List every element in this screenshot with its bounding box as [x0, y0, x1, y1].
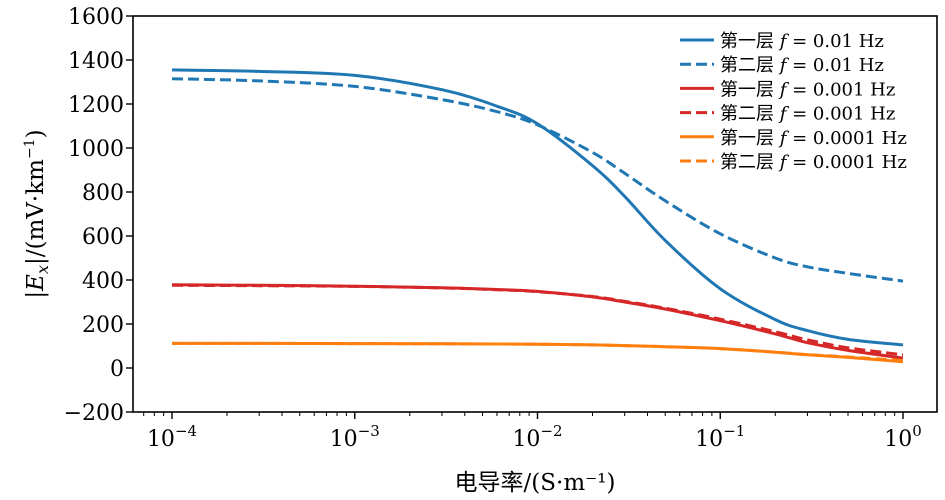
plot-frame	[132, 15, 938, 413]
series-line-5	[171, 341, 904, 364]
y-tick-label: 200	[82, 313, 124, 338]
legend-label: 第二层 f = 0.01 Hz	[720, 55, 884, 76]
y-tick-label: 600	[82, 225, 124, 250]
y-axis-ticks: −200 0 200 400 600 800 1000 1200 1400 1600	[64, 5, 133, 426]
x-axis-ticks: 10−4 10−3 10−2 10−1 100	[143, 412, 922, 452]
series-line-6	[171, 341, 904, 362]
legend: 第一层 f = 0.01 Hz 第二层 f = 0.01 Hz 第一层 f = 0.…	[680, 31, 907, 173]
x-axis-title: 电导率/(S·m⁻¹)	[455, 470, 616, 496]
series-line-3	[171, 283, 904, 360]
y-tick-label: 1000	[68, 137, 124, 162]
x-tick-label: 100	[884, 422, 922, 452]
y-tick-label: 1600	[68, 5, 124, 30]
legend-label: 第一层 f = 0.0001 Hz	[720, 128, 907, 149]
series-line-1	[171, 68, 904, 347]
y-axis-title: |Ex|/(mV·km−1)	[22, 129, 52, 298]
x-tick-label: 10−4	[147, 422, 197, 452]
legend-label: 第一层 f = 0.001 Hz	[720, 79, 895, 100]
x-tick-label: 10−2	[512, 422, 562, 452]
y-tick-label: −200	[64, 401, 124, 426]
series-lines	[171, 68, 904, 364]
y-tick-label: 1400	[68, 49, 124, 74]
y-tick-label: 1200	[68, 93, 124, 118]
series-line-2	[171, 77, 904, 283]
legend-label: 第二层 f = 0.001 Hz	[720, 104, 895, 125]
x-tick-label: 10−1	[695, 422, 745, 452]
legend-label: 第一层 f = 0.01 Hz	[720, 31, 884, 52]
legend-label: 第二层 f = 0.0001 Hz	[720, 152, 907, 173]
y-tick-label: 800	[82, 181, 124, 206]
x-tick-label: 10−3	[330, 422, 380, 452]
y-tick-label: 0	[110, 357, 124, 382]
series-line-4	[171, 283, 904, 357]
y-tick-label: 400	[82, 269, 124, 294]
